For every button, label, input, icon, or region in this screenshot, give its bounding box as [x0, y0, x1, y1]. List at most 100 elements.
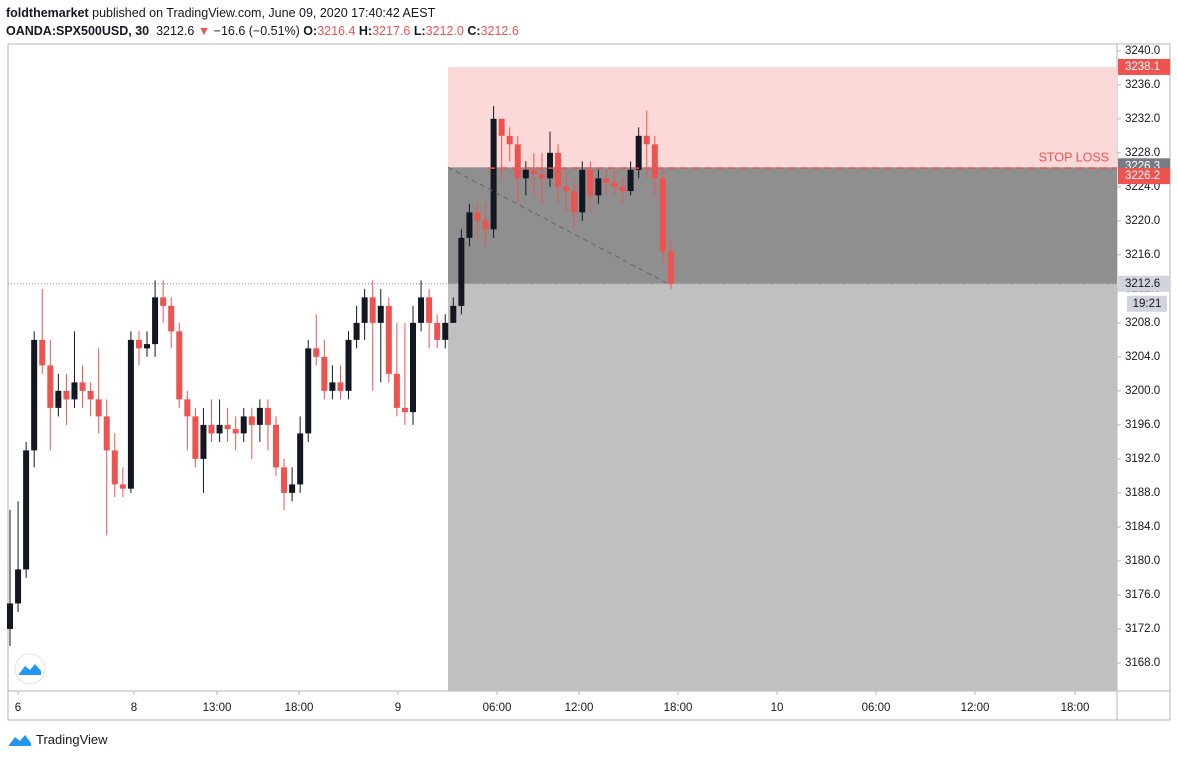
- candle-body: [256, 407, 263, 425]
- stop-zone: [448, 66, 1117, 168]
- y-tick-label: 3236.0: [1125, 79, 1160, 91]
- price: 3212.6: [156, 24, 195, 38]
- y-tick-label: 3220.0: [1125, 215, 1160, 227]
- x-tick-label: 6: [15, 702, 21, 714]
- candle-body: [579, 169, 586, 213]
- candle-body: [643, 135, 650, 145]
- candle-body: [272, 424, 279, 468]
- y-tick-label: 3180.0: [1125, 555, 1160, 567]
- y-tick-label: 3184.0: [1125, 521, 1160, 533]
- candle-body: [667, 251, 674, 284]
- candle-body: [442, 322, 449, 340]
- ohlc-label: L:: [413, 24, 426, 38]
- candle-body: [385, 305, 392, 374]
- ohlc-value: 3212.6: [480, 24, 519, 38]
- candle-body: [305, 348, 312, 434]
- last-price-label-bg: [1118, 275, 1170, 292]
- candle-body: [418, 297, 425, 323]
- stop-loss-price-label: 3226.2: [1125, 170, 1160, 182]
- ohlc-h: H:3217.6: [359, 24, 410, 38]
- candle-body: [176, 331, 183, 400]
- last-price-label: 3212.6: [1125, 278, 1160, 290]
- candle-body: [168, 305, 175, 332]
- symbol-line: OANDA:SPX500USD, 30 3212.6 ▼ −16.6 (−0.5…: [6, 22, 519, 40]
- brand: TradingView: [36, 731, 108, 747]
- candle-body: [111, 450, 118, 485]
- countdown-bg: [1127, 295, 1167, 312]
- candle-body: [611, 182, 618, 187]
- candle-body: [571, 191, 578, 213]
- y-tick-label: 3204.0: [1125, 351, 1160, 363]
- candle-body: [23, 450, 30, 570]
- candle-body: [619, 186, 626, 192]
- candle-body: [474, 212, 481, 221]
- x-tick-label: 06:00: [483, 702, 512, 714]
- y-tick-label: 3168.0: [1125, 657, 1160, 669]
- candle-body: [369, 297, 376, 323]
- candle-body: [555, 152, 562, 187]
- candle-body: [15, 569, 22, 604]
- y-tick-label: 3208.0: [1125, 317, 1160, 329]
- change: −16.6 (−0.51%): [213, 24, 300, 38]
- publish-line: foldthemarket published on TradingView.c…: [6, 4, 519, 22]
- candle-body: [595, 178, 602, 196]
- candle-body: [7, 603, 13, 629]
- candle-body: [482, 220, 489, 230]
- y-tick-label: 3188.0: [1125, 487, 1160, 499]
- candle-body: [240, 416, 247, 434]
- ohlc-value: 3212.0: [425, 24, 464, 38]
- x-tick-label: 10: [771, 702, 784, 714]
- candle-body: [144, 344, 151, 349]
- published-text: published on TradingView.com, June 09, 2…: [92, 6, 436, 20]
- y-tick-label: 3192.0: [1125, 453, 1160, 465]
- stop-loss-label: STOP LOSS: [1039, 150, 1109, 164]
- ohlc-label: H:: [358, 24, 373, 38]
- ohlc-value: 3216.4: [317, 24, 356, 38]
- candle-body: [248, 416, 255, 425]
- y-tick-label: 3196.0: [1125, 419, 1160, 431]
- candle-body: [208, 424, 215, 434]
- candle-body: [522, 169, 529, 179]
- candle-body: [264, 407, 271, 425]
- stop-price-label: 3238.1: [1125, 61, 1160, 73]
- x-tick-label: 8: [131, 702, 137, 714]
- candle-body: [127, 339, 134, 489]
- candle-body: [152, 297, 159, 345]
- candle-body: [79, 382, 86, 391]
- x-tick-label: 13:00: [203, 702, 232, 714]
- candle-body: [39, 339, 46, 366]
- ohlc-label: C:: [467, 24, 481, 38]
- candle-body: [659, 178, 666, 252]
- ohlc-c: C:3212.6: [467, 24, 518, 38]
- y-tick-label: 3200.0: [1125, 385, 1160, 397]
- candle-body: [547, 152, 554, 179]
- candle-body: [160, 297, 167, 306]
- footer-logo: [9, 735, 31, 746]
- y-tick-label: 3240.0: [1125, 45, 1160, 57]
- candle-body: [200, 424, 207, 459]
- candle-body: [71, 382, 78, 400]
- candle-body: [297, 433, 304, 485]
- candle-body: [55, 390, 62, 408]
- ohlc-value: 3217.6: [372, 24, 411, 38]
- header: foldthemarket published on TradingView.c…: [6, 4, 519, 40]
- trade-path: [447, 166, 669, 285]
- candle-body: [401, 407, 408, 413]
- x-tick-label: 18:00: [1061, 702, 1090, 714]
- candle-body: [337, 382, 344, 391]
- target-zone: [448, 283, 1117, 691]
- candle-body: [627, 169, 634, 192]
- chart-logo: [14, 653, 46, 685]
- candle-body: [587, 169, 594, 196]
- y-tick-label: 3228.0: [1125, 147, 1160, 159]
- candle-body: [490, 118, 497, 230]
- candle-body: [498, 118, 505, 136]
- candle-body: [119, 484, 126, 489]
- x-tick-label: 12:00: [961, 702, 990, 714]
- y-tick-label: 3216.0: [1125, 249, 1160, 261]
- candle-body: [329, 382, 336, 391]
- candle-body: [458, 237, 465, 306]
- stop-price-label-bg: [1118, 58, 1170, 75]
- candle-body: [353, 322, 360, 340]
- candle-body: [95, 399, 102, 417]
